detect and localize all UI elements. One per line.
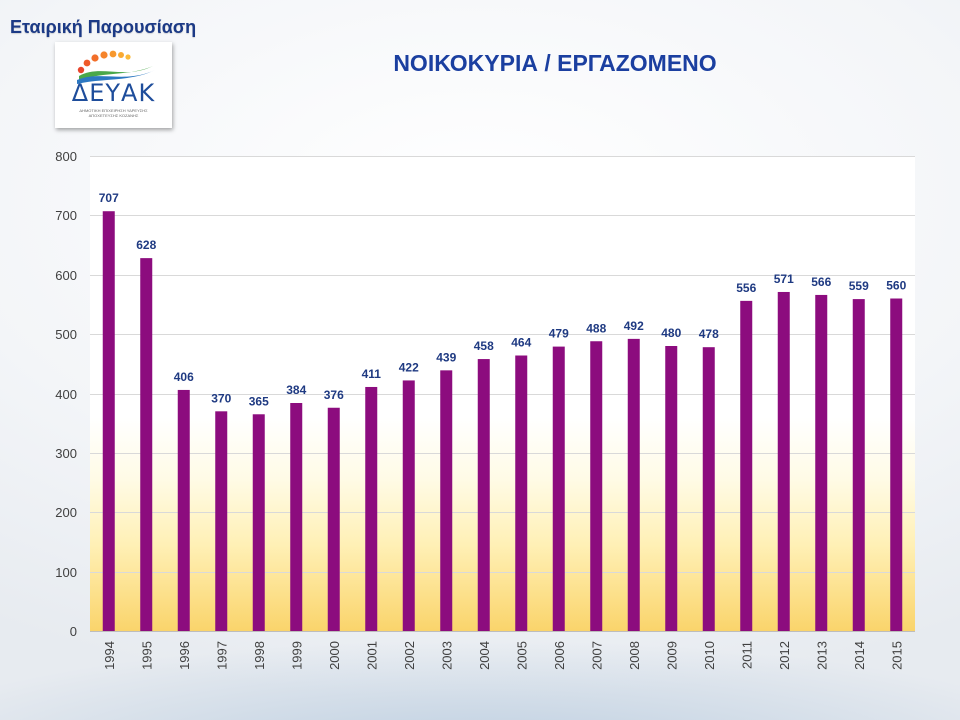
x-tick-label: 2006 <box>552 641 567 670</box>
bar-value-label: 376 <box>324 388 344 402</box>
y-tick-label: 800 <box>55 149 77 164</box>
bar <box>740 300 753 631</box>
slide-header: Εταιρική Παρουσίαση <box>10 17 197 37</box>
bar-value-label: 411 <box>362 367 382 381</box>
bar-value-label: 370 <box>211 391 231 405</box>
x-tick-label: 2014 <box>852 641 867 670</box>
x-tick-label: 2007 <box>589 641 604 670</box>
x-tick-label: 2011 <box>739 641 754 669</box>
bar <box>890 298 903 631</box>
bar-value-label: 488 <box>586 321 606 335</box>
bar <box>402 380 415 631</box>
bar-value-label: 492 <box>624 319 644 333</box>
bar <box>177 389 190 631</box>
bar <box>590 341 603 631</box>
bar-value-label: 365 <box>249 394 269 408</box>
bar <box>665 346 678 631</box>
data-labels: 707 628 406 370 365 384 376 411 422 439 458 464 479 4… <box>99 191 907 408</box>
x-tick-label: 1996 <box>177 641 192 670</box>
bar <box>102 211 115 631</box>
bar-value-label: 479 <box>549 327 569 341</box>
x-tick-label: 1995 <box>139 641 154 670</box>
y-tick-label: 700 <box>55 208 77 223</box>
bar <box>215 411 228 631</box>
bar <box>327 407 340 631</box>
bar <box>702 347 715 631</box>
bar <box>815 294 828 631</box>
x-tick-label: 2005 <box>514 641 529 670</box>
company-logo: ΔΕΥΑΚ ΔΗΜΟΤΙΚΗ ΕΠΙΧΕΙΡΗΣΗ ΥΔΡΕΥΣΗΣ ΑΠΟΧΕ… <box>55 42 172 128</box>
logo-wordmark: ΔΕΥΑΚ <box>71 79 156 107</box>
x-tick-label: 2013 <box>814 641 829 670</box>
x-axis-tick-labels: 1994 1995 1996 1997 1998 1999 2000 2001 2002 2003… <box>102 641 905 670</box>
logo-subtitle-line-1: ΔΗΜΟΤΙΚΗ ΕΠΙΧΕΙΡΗΣΗ ΥΔΡΕΥΣΗΣ <box>79 108 148 113</box>
x-tick-label: 2009 <box>664 641 679 670</box>
bar <box>440 370 453 631</box>
bar <box>515 355 528 631</box>
bar-value-label: 707 <box>99 191 119 205</box>
chart-title: ΝΟΙΚΟΚΥΡΙΑ / ΕΡΓΑΖΟΜΕΝΟ <box>393 50 717 76</box>
bar <box>252 414 265 631</box>
plot-area <box>90 156 915 631</box>
logo-subtitle-line-2: ΑΠΟΧΕΤΕΥΣΗΣ ΚΟΖΑΝΗΣ <box>88 113 139 118</box>
bar-value-label: 406 <box>174 370 194 384</box>
x-tick-label: 2004 <box>477 641 492 670</box>
x-tick-label: 1999 <box>289 641 304 670</box>
x-tick-label: 1998 <box>252 641 267 670</box>
x-tick-label: 2001 <box>364 641 379 670</box>
x-tick-label: 2012 <box>777 641 792 670</box>
bar <box>140 258 153 631</box>
y-tick-label: 300 <box>55 446 77 461</box>
bar-value-label: 439 <box>436 350 456 364</box>
bar <box>552 346 565 631</box>
x-tick-label: 2002 <box>402 641 417 670</box>
y-tick-label: 600 <box>55 268 77 283</box>
bar-value-label: 559 <box>849 279 869 293</box>
x-tick-label: 1994 <box>102 641 117 670</box>
y-tick-label: 100 <box>55 565 77 580</box>
bar-value-label: 556 <box>736 281 756 295</box>
bar <box>477 359 490 631</box>
bar <box>852 299 865 631</box>
bar-value-label: 422 <box>399 360 419 374</box>
bar-value-label: 384 <box>286 383 306 397</box>
gridlines <box>90 156 915 632</box>
x-tick-label: 1997 <box>214 641 229 670</box>
y-tick-label: 0 <box>70 624 77 639</box>
bars <box>102 211 903 631</box>
bar-value-label: 628 <box>136 238 156 252</box>
bar-value-label: 560 <box>886 279 906 293</box>
bar <box>777 291 790 631</box>
bar-value-label: 464 <box>511 336 531 350</box>
bar-value-label: 571 <box>774 272 794 286</box>
bar <box>365 386 378 631</box>
bar <box>290 403 303 631</box>
y-tick-label: 200 <box>55 505 77 520</box>
y-tick-label: 400 <box>55 387 77 402</box>
x-tick-label: 2015 <box>889 641 904 670</box>
x-tick-label: 2000 <box>327 641 342 670</box>
bar-value-label: 480 <box>661 326 681 340</box>
bar-value-label: 566 <box>811 275 831 289</box>
bar-value-label: 458 <box>474 339 494 353</box>
bar <box>627 338 640 631</box>
y-axis-tick-labels: 0 100 200 300 400 500 600 700 800 <box>55 149 77 639</box>
logo-emblem <box>77 50 155 84</box>
y-tick-label: 500 <box>55 327 77 342</box>
bar-value-label: 478 <box>699 327 719 341</box>
x-tick-label: 2008 <box>627 641 642 670</box>
x-tick-label: 2003 <box>439 641 454 670</box>
x-tick-label: 2010 <box>702 641 717 670</box>
